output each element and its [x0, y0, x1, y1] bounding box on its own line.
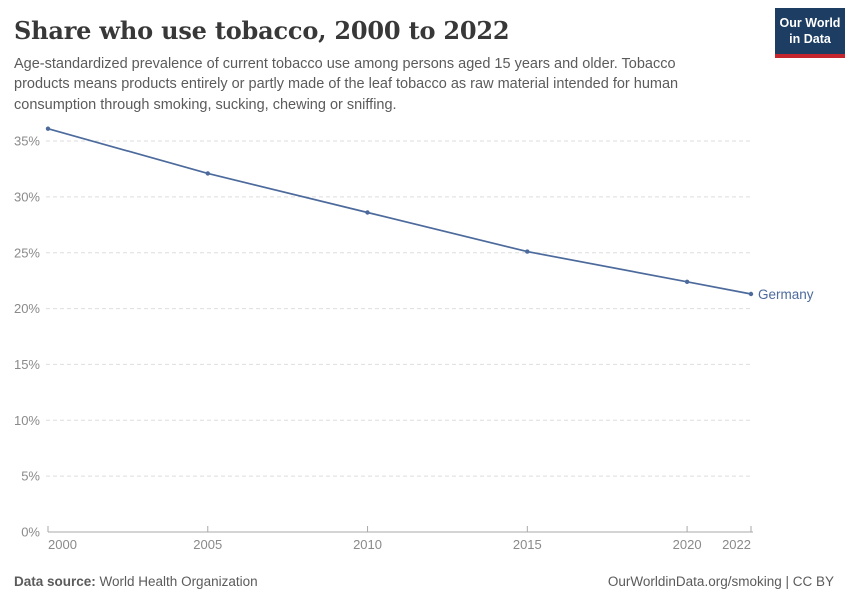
y-tick-label: 30%	[14, 189, 40, 204]
x-tick-label: 2015	[513, 537, 542, 552]
y-tick-label: 15%	[14, 357, 40, 372]
series-line	[47, 127, 752, 295]
owid-logo[interactable]: Our World in Data	[775, 8, 845, 58]
chart-footer: Data source: World Health Organization O…	[14, 574, 834, 589]
chart-header: Share who use tobacco, 2000 to 2022 Age-…	[14, 16, 760, 115]
x-tick-label: 2010	[353, 537, 382, 552]
data-point	[45, 126, 51, 131]
data-point	[205, 171, 210, 176]
data-point	[684, 279, 690, 284]
data-source-value: World Health Organization	[95, 574, 258, 589]
data-point	[365, 210, 370, 215]
y-tick-label: 20%	[14, 301, 40, 316]
chart-svg[interactable]: 0% 5% 10% 15% 20% 25% 30% 35% 2000 2005 2010 2015 20…	[0, 113, 850, 563]
owid-logo-line1: Our World	[779, 16, 841, 30]
chart-title: Share who use tobacco, 2000 to 2022	[14, 16, 510, 45]
chart-subtitle: Age-standardized prevalence of current t…	[14, 56, 679, 113]
y-tick-label: 5%	[21, 469, 40, 484]
data-source: Data source: World Health Organization	[14, 574, 258, 589]
attribution-link[interactable]: OurWorldinData.org/smoking | CC BY	[607, 574, 834, 589]
y-tick-label: 0%	[21, 525, 40, 540]
entity-label: Germany	[758, 287, 814, 302]
y-tick-label: 10%	[14, 413, 40, 428]
x-tick-label: 2022	[722, 537, 751, 552]
data-point	[748, 291, 754, 297]
data-point	[525, 249, 530, 254]
data-source-label: Data source:	[14, 574, 96, 589]
owid-logo-line2: in Data	[789, 32, 831, 47]
x-tick-label: 2005	[193, 537, 222, 552]
x-tick-label: 2020	[673, 537, 702, 552]
y-tick-label: 35%	[14, 134, 40, 149]
x-tick-label: 2000	[48, 537, 77, 552]
y-tick-label: 25%	[14, 245, 40, 260]
